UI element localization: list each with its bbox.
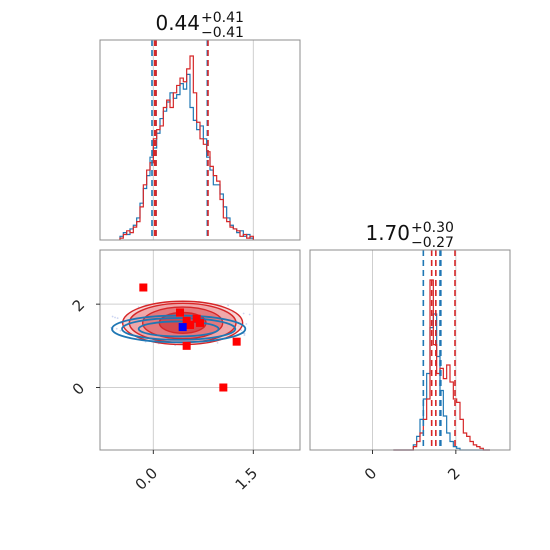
title-2-minus: −0.27 <box>411 235 454 251</box>
hist-x-blue <box>119 73 254 240</box>
tick-label-marginal-y-0: 0 <box>361 464 380 483</box>
title-1-plus: +0.41 <box>201 10 244 26</box>
panel-frames <box>99 39 511 451</box>
scatter-sample-16 <box>216 341 219 344</box>
grid-layer <box>100 40 457 450</box>
scatter-sample-58 <box>116 317 119 319</box>
scatter-sample-88 <box>111 315 114 318</box>
panel-marginal-y-frame <box>309 249 511 451</box>
tick-label-y-0: 0 <box>69 379 88 398</box>
hist-y-red <box>393 279 490 451</box>
panel-marginal-x-frame <box>99 39 301 241</box>
scatter-sample-69 <box>245 323 248 325</box>
scatter-sample-37 <box>227 304 229 307</box>
contour-blue-0 <box>137 320 220 338</box>
scatter-sample-47 <box>243 334 246 336</box>
title-2-median: 1.70 <box>365 221 410 245</box>
marker-red-4 <box>186 321 194 329</box>
scatter-sample-115 <box>240 329 243 332</box>
tick-label-marginal-y-1: 2 <box>444 464 463 483</box>
marker-red-5 <box>182 341 191 350</box>
scatter-sample-11 <box>248 313 251 316</box>
data-layer <box>110 40 490 451</box>
tick-label-x-0: 0.0 <box>132 464 162 494</box>
contour-blue-1 <box>121 317 237 341</box>
title-param-2: 1.70 +0.30 −0.27 <box>365 220 453 251</box>
title-param-1: 0.44 +0.41 −0.41 <box>155 10 243 41</box>
marker-red-0 <box>139 283 148 292</box>
marker-red-1 <box>176 308 184 317</box>
title-2-plus: +0.30 <box>411 220 454 236</box>
title-1-minus: −0.41 <box>201 25 244 41</box>
marker-red-6 <box>196 318 204 327</box>
tick-label-y-1: 2 <box>69 296 88 315</box>
marker-blue-0 <box>178 323 187 332</box>
panel-joint-frame <box>99 249 301 451</box>
title-1-median: 0.44 <box>155 11 200 35</box>
marker-red-3 <box>192 314 201 323</box>
scatter-sample-79 <box>114 316 116 319</box>
scatter-sample-38 <box>242 312 245 315</box>
hist-x-red <box>119 55 254 240</box>
scatter-sample-48 <box>115 327 118 330</box>
marker-red-8 <box>219 383 228 392</box>
marker-red-2 <box>182 316 191 325</box>
scatter-sample-32 <box>119 329 122 332</box>
tick-label-x-1: 1.5 <box>232 464 262 494</box>
marker-red-7 <box>232 337 241 346</box>
hist-y-blue <box>393 313 490 451</box>
